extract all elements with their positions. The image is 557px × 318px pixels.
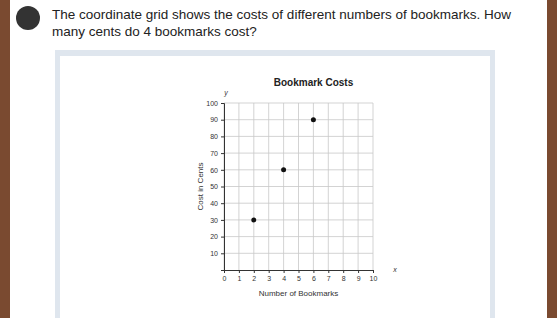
y-tick-mark — [221, 220, 224, 221]
y-tick-label: 80 — [210, 133, 218, 140]
y-tick-label: 70 — [210, 150, 218, 157]
x-tick: 1 — [237, 270, 241, 282]
y-tick-mark — [221, 120, 224, 121]
x-axis: 0 1 2 3 4 5 6 7 8 9 10 — [223, 270, 378, 282]
x-tick: 9 — [357, 270, 361, 282]
y-tick-label: 60 — [210, 167, 218, 174]
y-tick-mark — [221, 253, 224, 254]
x-axis-letter: x — [392, 266, 397, 273]
x-tick: 5 — [297, 270, 301, 282]
x-tick-label: 10 — [370, 275, 378, 282]
x-tick-label: 6 — [312, 275, 316, 282]
x-tick-label: 2 — [252, 275, 256, 282]
x-tick: 3 — [267, 270, 271, 282]
grid-line — [224, 169, 373, 170]
y-tick-mark — [221, 187, 224, 188]
x-axis-line — [225, 271, 374, 274]
x-tick-mark — [239, 270, 240, 273]
x-tick-label: 9 — [357, 275, 361, 282]
grid-line — [224, 253, 373, 254]
x-tick: 10 — [370, 270, 378, 282]
point — [311, 117, 316, 122]
x-tick-label: 3 — [267, 275, 271, 282]
y-tick-label: 100 — [206, 100, 218, 107]
grid-line — [224, 119, 373, 120]
x-tick-mark — [358, 270, 359, 273]
y-tick-mark — [221, 153, 224, 154]
y-tick: 50 — [210, 183, 224, 190]
y-axis-line — [221, 104, 225, 271]
points — [251, 117, 316, 222]
y-tick-label: 90 — [210, 116, 218, 123]
x-tick: 8 — [342, 270, 346, 282]
y-tick-label: 10 — [210, 250, 218, 257]
y-tick: 10 — [210, 250, 224, 257]
grid-line — [224, 186, 373, 187]
x-tick-label: 7 — [327, 275, 331, 282]
chart-title: Bookmark Costs — [274, 77, 354, 88]
x-axis-title: Number of Bookmarks — [259, 289, 339, 298]
grid-line — [224, 219, 373, 220]
x-tick-mark — [284, 270, 285, 273]
x-tick-label: 4 — [282, 275, 286, 282]
grid-line — [224, 103, 373, 104]
x-tick-label: 8 — [342, 275, 346, 282]
y-tick-label: 40 — [210, 200, 218, 207]
y-tick-mark — [221, 103, 224, 104]
point — [281, 167, 286, 172]
x-tick: 6 — [312, 270, 316, 282]
x-tick-mark — [328, 270, 329, 273]
point — [251, 217, 256, 222]
question: The coordinate grid shows the costs of d… — [52, 6, 522, 40]
y-tick-mark — [221, 136, 224, 137]
y-tick: 30 — [210, 217, 224, 224]
y-axis-title: Cost in Cents — [196, 162, 205, 210]
speaker-icon[interactable] — [16, 6, 40, 30]
x-tick-label: 1 — [237, 275, 241, 282]
chart-inner — [60, 56, 490, 318]
y-tick: 60 — [210, 167, 224, 174]
y-tick: 80 — [210, 133, 224, 140]
x-tick-mark — [269, 270, 270, 273]
y-tick-label: 50 — [210, 183, 218, 190]
y-tick-label: 20 — [210, 233, 218, 240]
grid — [224, 103, 373, 270]
y-tick: 70 — [210, 150, 224, 157]
x-tick: 7 — [327, 270, 331, 282]
x-tick-label: 0 — [223, 275, 227, 282]
x-tick-mark — [254, 270, 255, 273]
grid-line — [224, 153, 373, 154]
y-tick-mark — [221, 237, 224, 238]
grid-line — [224, 203, 373, 204]
y-tick: 90 — [210, 116, 224, 123]
chart: 0 1 2 3 4 5 6 7 8 9 10 10 20 30 40 50 60 70 80 90 100 Bookmar… — [0, 0, 557, 318]
y-tick: 20 — [210, 233, 224, 240]
grid-line — [224, 136, 373, 137]
y-axis-letter: y — [223, 89, 228, 97]
x-tick-mark — [299, 270, 300, 273]
x-tick-label: 5 — [297, 275, 301, 282]
x-tick-mark — [343, 270, 344, 273]
y-tick-label: 30 — [210, 217, 218, 224]
y-tick: 100 — [206, 100, 224, 107]
grid-line — [224, 236, 373, 237]
y-tick-mark — [221, 203, 224, 204]
x-tick: 4 — [282, 270, 286, 282]
y-tick: 40 — [210, 200, 224, 207]
x-tick-mark — [373, 270, 374, 273]
x-tick-mark — [313, 270, 314, 273]
x-tick: 2 — [252, 270, 256, 282]
y-axis: 10 20 30 40 50 60 70 80 90 100 — [206, 100, 224, 271]
x-tick: 0 — [223, 270, 227, 282]
y-tick-mark — [221, 170, 224, 171]
